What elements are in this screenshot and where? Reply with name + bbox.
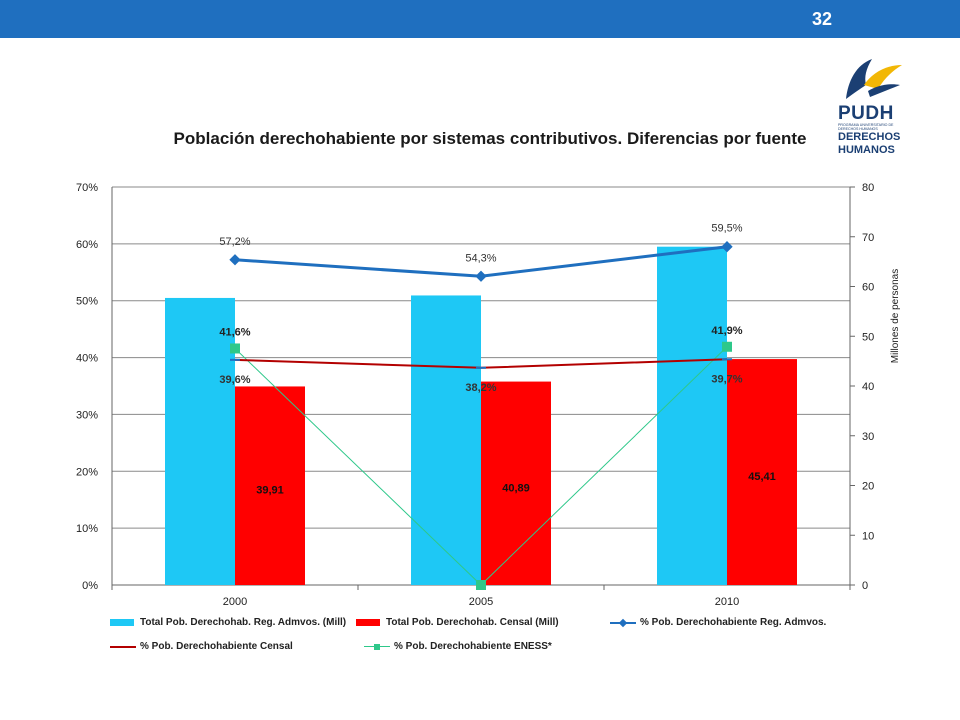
point-admin-2010 [721,241,733,253]
legend-label-censal-line: % Pob. Derechohabiente Censal [140,641,293,652]
logo-line-2: HUMANOS [838,144,895,156]
label-admin-2000: 57,2% [219,236,250,248]
chart-title: Población derechohabiente por sistemas c… [173,129,807,148]
label-eness-2000: 41,6% [219,326,250,338]
legend-item-eness-line: % Pob. Derechohabiente ENESS* [364,641,552,652]
legend-swatch-admin-line [610,618,636,628]
y2-tick-label: 0 [862,580,868,592]
legend-swatch-censal-bars [356,618,380,626]
page-number: 32 [811,9,832,29]
y2-tick-label: 60 [862,282,874,294]
y2-tick-label: 30 [862,431,874,443]
legend-label-eness-line: % Pob. Derechohabiente ENESS* [394,641,552,652]
y-tick-label: 60% [76,239,98,251]
legend-label-censal-bars: Total Pob. Derechohab. Censal (Mill) [386,617,559,628]
legend-label-admin-line: % Pob. Derechohabiente Reg. Admvos. [640,617,827,628]
y2-tick-label: 50 [862,331,874,343]
point-admin-2005 [475,270,487,282]
y2-tick-label: 70 [862,232,874,244]
y-tick-label: 40% [76,353,98,365]
legend-item-admin-bars: Total Pob. Derechohab. Reg. Admvos. (Mil… [110,617,346,628]
top-bar [0,0,960,38]
bar-censal-2000 [235,386,305,585]
point-eness-2010 [722,341,732,352]
bar-admin-2010 [657,246,727,585]
point-eness-2005 [476,580,486,590]
point-admin-2000 [229,254,241,266]
y2-axis-label: Millones de personas [890,269,901,364]
bar-censal-2010 [727,359,797,585]
x-tick-label: 2000 [223,596,247,608]
x-tick-label: 2005 [469,596,493,608]
label-admin-2010: 59,5% [711,223,742,235]
chart-legend: Total Pob. Derechohab. Reg. Admvos. (Mil… [110,617,850,662]
legend-swatch-eness-line [364,642,390,652]
y2-tick-label: 10 [862,530,874,542]
y-tick-label: 20% [76,466,98,478]
bar-censal-label-2005: 40,89 [502,482,530,494]
legend-label-admin-bars: Total Pob. Derechohab. Reg. Admvos. (Mil… [140,617,347,628]
x-tick-label: 2010 [715,596,739,608]
bar-censal-label-2000: 39,91 [256,485,284,497]
y2-tick-label: 80 [862,182,874,194]
y-tick-label: 0% [82,580,98,592]
y2-tick-label: 40 [862,381,874,393]
label-censal-2000: 39,6% [219,374,250,386]
y2-tick-label: 20 [862,481,874,493]
label-eness-2010: 41,9% [711,325,742,337]
y-tick-label: 50% [76,296,98,308]
legend-swatch-admin-bars [110,618,134,626]
bar-admin-2000 [165,297,235,585]
pudh-logo: PUDH PROGRAMA UNIVERSITARIO DE DERECHOS … [838,55,908,156]
bar-admin-2005 [411,295,481,585]
point-eness-2000 [230,343,240,354]
logo-line-1: DERECHOS [838,131,901,143]
legend-item-admin-line: % Pob. Derechohabiente Reg. Admvos. [610,617,826,628]
y-tick-label: 10% [76,523,98,535]
legend-item-censal-bars: Total Pob. Derechohab. Censal (Mill) [356,617,559,628]
y-tick-label: 70% [76,182,98,194]
y-tick-label: 30% [76,409,98,421]
logo-tagline: PROGRAMA UNIVERSITARIO DE DERECHOS HUMAN… [838,123,894,131]
bird-icon [846,59,902,99]
label-admin-2005: 54,3% [465,252,496,264]
label-censal-2005: 38,2% [465,382,496,394]
legend-item-censal-line: % Pob. Derechohabiente Censal [110,641,293,652]
legend-swatch-censal-line [110,642,136,652]
logo-brand: PUDH [838,103,894,124]
bar-censal-label-2010: 45,41 [748,471,776,483]
label-censal-2010: 39,7% [711,373,742,385]
